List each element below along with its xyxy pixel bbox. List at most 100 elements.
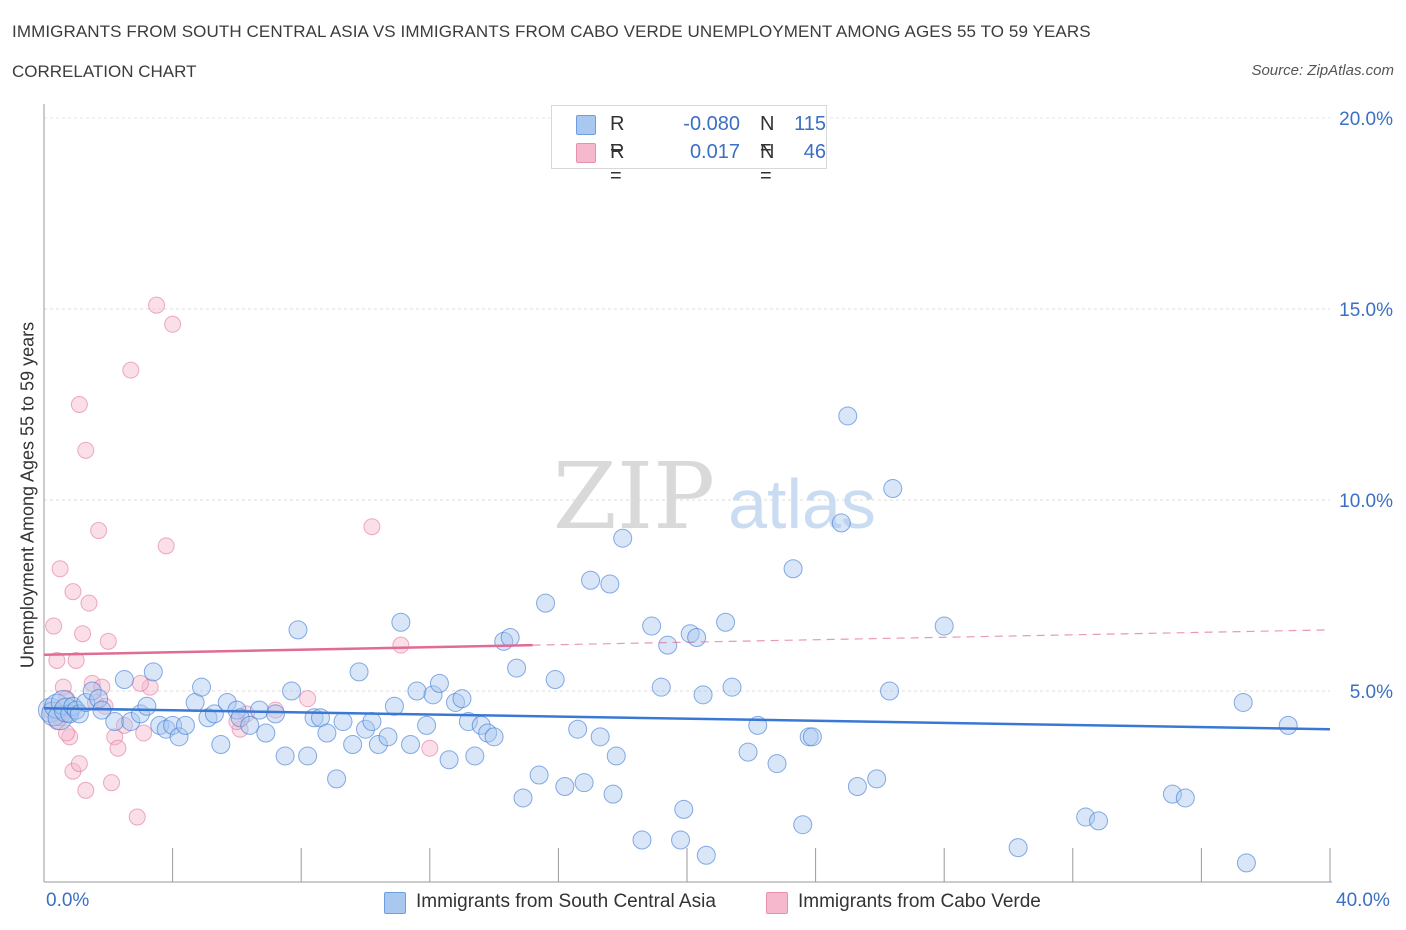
data-point-south-central-asia xyxy=(362,712,382,732)
data-point-south-central-asia xyxy=(452,689,472,709)
data-point-cabo-verde xyxy=(70,396,88,413)
y-tick-label: 5.0% xyxy=(1350,682,1393,703)
data-point-south-central-asia xyxy=(568,719,588,739)
data-point-south-central-asia xyxy=(169,727,189,747)
data-point-cabo-verde xyxy=(109,739,127,757)
data-point-south-central-asia xyxy=(265,704,285,724)
data-point-south-central-asia xyxy=(880,681,900,701)
x-tick-label-min: 0.0% xyxy=(46,890,90,911)
data-point-south-central-asia xyxy=(349,662,369,682)
data-point-south-central-asia xyxy=(256,723,276,743)
data-point-south-central-asia xyxy=(407,681,427,701)
data-point-south-central-asia xyxy=(1076,807,1096,827)
data-point-south-central-asia xyxy=(613,528,633,548)
data-point-cabo-verde xyxy=(392,636,410,654)
data-point-south-central-asia xyxy=(529,765,549,785)
data-point-south-central-asia xyxy=(606,746,626,766)
data-point-cabo-verde xyxy=(74,625,92,643)
data-point-south-central-asia xyxy=(327,769,347,789)
data-point-south-central-asia xyxy=(632,830,652,850)
y-tick-labels: 5.0% 10.0% 15.0% 20.0% xyxy=(1339,109,1393,703)
n-label: N = xyxy=(760,113,775,159)
y-axis-label: Unemployment Among Ages 55 to 59 years xyxy=(17,321,38,669)
data-point-south-central-asia xyxy=(716,612,736,632)
data-point-cabo-verde xyxy=(51,560,69,578)
data-point-south-central-asia xyxy=(847,777,867,796)
data-point-south-central-asia xyxy=(590,727,610,747)
data-point-cabo-verde xyxy=(80,594,98,612)
source-label: Source: ZipAtlas.com xyxy=(1251,62,1394,79)
data-point-south-central-asia xyxy=(423,685,443,705)
data-point-south-central-asia xyxy=(368,734,388,754)
data-point-cabo-verde xyxy=(148,296,166,314)
data-point-south-central-asia xyxy=(507,658,527,678)
r-label: R = xyxy=(610,113,625,159)
data-point-south-central-asia xyxy=(513,788,533,808)
blue-series-points xyxy=(37,406,1298,873)
data-point-south-central-asia xyxy=(298,746,318,766)
x-tick-label-max: 40.0% xyxy=(1336,890,1390,911)
data-point-south-central-asia xyxy=(89,689,109,709)
data-point-south-central-asia xyxy=(288,620,308,640)
data-point-south-central-asia xyxy=(783,559,803,579)
n-value: 46 xyxy=(803,141,826,163)
data-point-south-central-asia xyxy=(536,593,556,613)
data-point-south-central-asia xyxy=(574,773,594,793)
data-point-cabo-verde xyxy=(122,361,140,379)
data-point-south-central-asia xyxy=(738,742,758,762)
y-tick-label: 15.0% xyxy=(1339,300,1393,321)
data-point-south-central-asia xyxy=(439,750,459,770)
watermark-atlas: atlas xyxy=(728,465,876,543)
data-point-cabo-verde xyxy=(67,651,85,669)
r-value: -0.080 xyxy=(683,113,740,135)
chart-title: IMMIGRANTS FROM SOUTH CENTRAL ASIA VS IM… xyxy=(12,22,1091,41)
data-point-south-central-asia xyxy=(429,673,449,693)
data-point-south-central-asia xyxy=(417,715,437,735)
data-point-south-central-asia xyxy=(143,662,163,682)
data-point-south-central-asia xyxy=(600,574,620,594)
data-point-south-central-asia xyxy=(934,616,954,636)
data-point-cabo-verde xyxy=(90,522,108,540)
data-point-south-central-asia xyxy=(378,727,398,747)
pink-swatch xyxy=(766,892,788,914)
data-point-south-central-asia xyxy=(1278,715,1298,735)
data-point-cabo-verde xyxy=(45,617,63,635)
trend-line-cabo-verde xyxy=(43,643,533,656)
data-point-cabo-verde xyxy=(70,755,88,773)
data-point-south-central-asia xyxy=(192,677,212,697)
data-point-south-central-asia xyxy=(204,704,224,724)
data-point-south-central-asia xyxy=(333,712,353,732)
data-point-south-central-asia xyxy=(343,734,363,754)
data-point-cabo-verde xyxy=(86,693,104,711)
watermark: ZIP atlas xyxy=(553,443,876,550)
data-point-south-central-asia xyxy=(484,727,504,747)
data-point-south-central-asia xyxy=(211,734,231,754)
data-point-south-central-asia xyxy=(105,712,125,732)
r-value: 0.017 xyxy=(689,141,740,163)
y-tick-label: 10.0% xyxy=(1339,491,1393,512)
data-point-south-central-asia xyxy=(76,692,96,712)
data-point-cabo-verde xyxy=(77,441,95,459)
data-point-cabo-verde xyxy=(64,583,82,601)
data-point-south-central-asia xyxy=(603,784,623,804)
data-point-south-central-asia xyxy=(82,681,102,701)
data-point-south-central-asia xyxy=(671,830,691,850)
data-point-cabo-verde xyxy=(115,716,133,734)
data-point-cabo-verde xyxy=(83,674,101,692)
data-point-south-central-asia xyxy=(545,670,565,690)
n-label: N = xyxy=(760,141,775,187)
data-point-south-central-asia xyxy=(674,799,694,819)
data-point-cabo-verde xyxy=(135,724,153,742)
axes xyxy=(43,104,1332,883)
data-point-south-central-asia xyxy=(230,708,250,728)
n-value: 115 xyxy=(794,113,826,135)
data-point-south-central-asia xyxy=(1162,784,1182,804)
chart-subtitle: CORRELATION CHART xyxy=(12,62,197,81)
data-point-south-central-asia xyxy=(175,715,195,735)
legend-label: Immigrants from Cabo Verde xyxy=(798,891,1041,912)
data-point-cabo-verde xyxy=(141,678,159,696)
data-point-south-central-asia xyxy=(658,635,678,655)
data-point-south-central-asia xyxy=(114,670,134,690)
data-point-cabo-verde xyxy=(77,781,95,799)
data-point-south-central-asia xyxy=(401,734,421,754)
